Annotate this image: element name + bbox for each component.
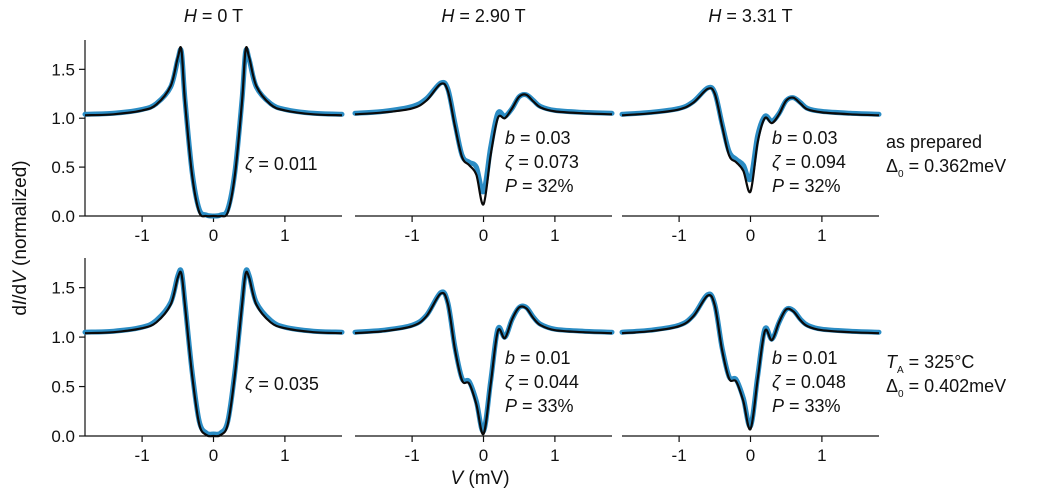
annotation-line-0: b = 0.03: [772, 128, 838, 148]
row-label-1-line2: Δ0 = 0.402meV: [886, 376, 1006, 400]
x-tick-label: -1: [405, 446, 420, 465]
panel-r0-c2: [619, 84, 882, 222]
x-tick-label: -1: [672, 446, 687, 465]
x-axis-label: V (mV): [450, 468, 509, 489]
y-tick-label: 1.0: [51, 109, 75, 128]
y-axis-label: dI/dV (normalized): [10, 160, 31, 315]
x-tick-label: 0: [209, 446, 218, 465]
x-tick-label: 1: [280, 226, 289, 245]
annotation-line-0: b = 0.01: [772, 348, 838, 368]
x-tick-label: -1: [135, 226, 150, 245]
y-tick-label: 0.5: [51, 378, 75, 397]
annotation-line-1: ζ = 0.044: [505, 372, 579, 392]
annotation-line-2: P = 32%: [772, 176, 841, 196]
x-tick-label: -1: [672, 226, 687, 245]
annotation-line-2: P = 33%: [505, 396, 574, 416]
annotation-line-1: ζ = 0.073: [505, 152, 579, 172]
x-tick-label: 1: [550, 446, 559, 465]
annotation-line-2: P = 32%: [505, 176, 574, 196]
y-tick-label: 1.5: [51, 60, 75, 79]
y-tick-label: 1.5: [51, 279, 75, 298]
annotation-line-0: b = 0.01: [505, 348, 571, 368]
annotation-zeta: ζ = 0.011: [245, 154, 318, 174]
series-fit: [354, 291, 613, 436]
column-title-1: H = 2.90 T: [441, 6, 525, 26]
x-tick-label: 0: [209, 226, 218, 245]
x-tick-label: 0: [746, 446, 755, 465]
x-tick-label: 1: [550, 226, 559, 245]
panel-r1-c2: [619, 291, 882, 442]
series-fit: [621, 294, 880, 431]
panel-r1-c1: [352, 289, 615, 442]
y-tick-label: 0.0: [51, 207, 75, 226]
y-tick-label: 0.0: [51, 427, 75, 446]
y-tick-label: 1.0: [51, 328, 75, 347]
x-tick-label: 0: [746, 226, 755, 245]
series-measured: [82, 46, 345, 219]
series-fit: [354, 82, 613, 206]
row-label-0-line1: as prepared: [886, 132, 982, 152]
row-label-0-line2: Δ0 = 0.362meV: [886, 156, 1006, 180]
x-tick-label: 1: [817, 446, 826, 465]
column-title-2: H = 3.31 T: [708, 6, 792, 26]
panel-r0-c0: [79, 40, 345, 222]
series-fit: [84, 270, 343, 438]
x-tick-label: 0: [479, 446, 488, 465]
panel-r0-c1: [352, 79, 615, 222]
row-label-1-line1: TA = 325°C: [886, 352, 974, 376]
annotation-zeta: ζ = 0.035: [245, 374, 319, 394]
annotation-line-2: P = 33%: [772, 396, 841, 416]
x-tick-label: -1: [405, 226, 420, 245]
x-tick-label: 1: [817, 226, 826, 245]
panel-r1-c0: [79, 258, 345, 442]
series-measured: [82, 267, 345, 437]
annotation-line-1: ζ = 0.094: [772, 152, 846, 172]
x-tick-label: 0: [479, 226, 488, 245]
x-tick-label: 1: [280, 446, 289, 465]
series-fit: [621, 87, 880, 194]
x-tick-label: -1: [135, 446, 150, 465]
y-tick-label: 0.5: [51, 158, 75, 177]
series-fit: [84, 46, 343, 218]
annotation-line-0: b = 0.03: [505, 128, 571, 148]
column-title-0: H = 0 T: [184, 6, 243, 26]
annotation-line-1: ζ = 0.048: [772, 372, 846, 392]
